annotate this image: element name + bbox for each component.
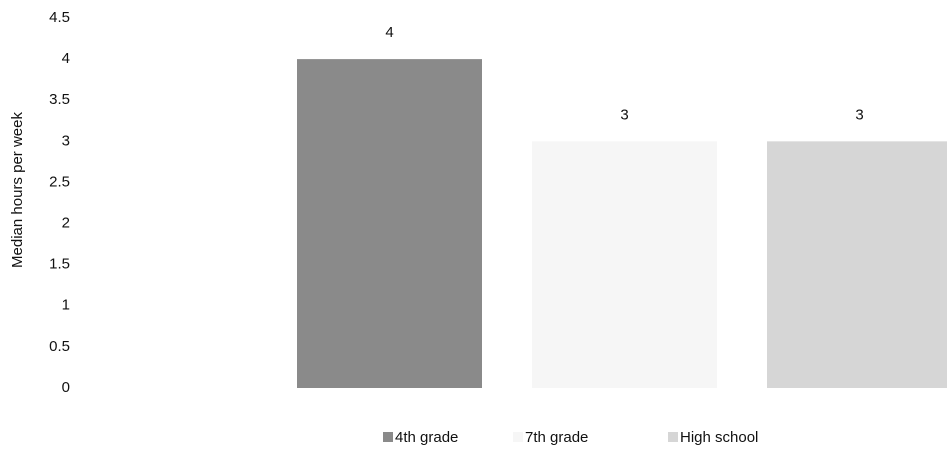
- data-label: 3: [855, 106, 863, 123]
- legend-label: 4th grade: [395, 429, 458, 446]
- legend-label: High school: [680, 429, 758, 446]
- legend-swatch: [383, 432, 393, 442]
- y-tick-label: 1: [62, 297, 70, 314]
- y-tick-label: 0: [62, 379, 70, 396]
- y-tick-label: 4.5: [49, 9, 70, 26]
- bar: [532, 141, 717, 388]
- y-tick-label: 2: [62, 215, 70, 232]
- y-tick-label: 3.5: [49, 91, 70, 108]
- y-tick-label: 0.5: [49, 338, 70, 355]
- data-label: 4: [385, 24, 393, 41]
- y-tick-label: 1.5: [49, 256, 70, 273]
- y-tick-label: 4: [62, 50, 70, 67]
- legend-swatch: [668, 432, 678, 442]
- bar: [297, 59, 482, 388]
- bar: [767, 141, 947, 388]
- y-tick-label: 3: [62, 132, 70, 149]
- legend-swatch: [513, 432, 523, 442]
- y-tick-label: 2.5: [49, 173, 70, 190]
- data-label: 3: [620, 106, 628, 123]
- legend-label: 7th grade: [525, 429, 588, 446]
- y-axis-label: Median hours per week: [9, 112, 26, 268]
